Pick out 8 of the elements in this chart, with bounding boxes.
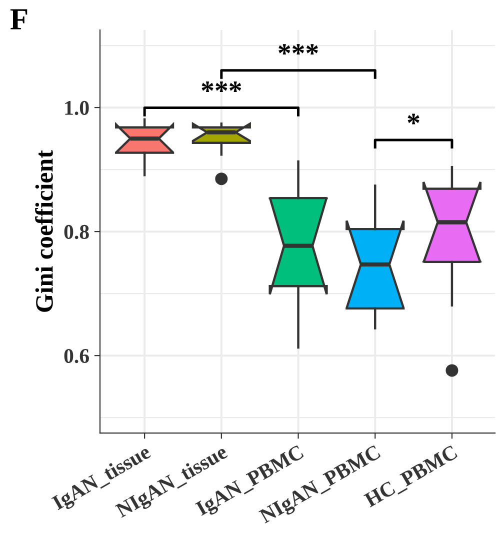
y-tick-label: 0.6 <box>64 348 89 364</box>
y-tick-label: 1.0 <box>65 100 89 116</box>
annotation: *** <box>278 44 318 55</box>
annotation: * <box>408 114 420 124</box>
y-tick-label: 0.8 <box>64 224 89 240</box>
chart-title: F <box>10 9 28 30</box>
y-axis-title: Gini coefficient <box>35 150 53 312</box>
annotation: *** <box>202 82 242 92</box>
